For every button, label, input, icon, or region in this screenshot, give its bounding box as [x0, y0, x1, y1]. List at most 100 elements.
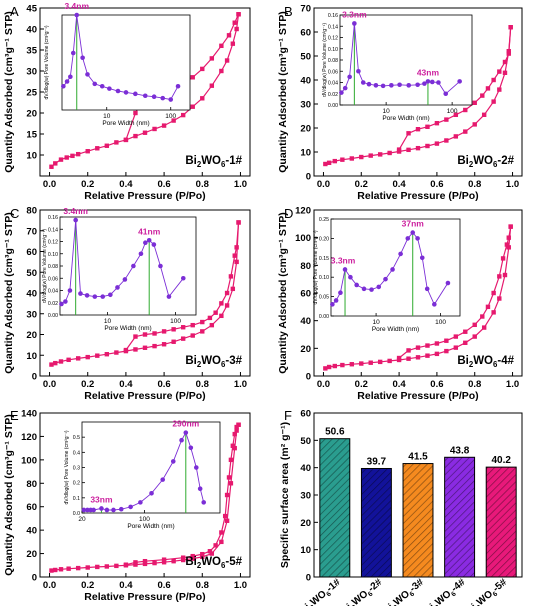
- inset-point: [342, 85, 348, 91]
- desorption-point: [232, 431, 237, 437]
- bar-value-label: 40.2: [491, 455, 511, 466]
- desorption-point: [142, 558, 148, 564]
- y-tick-label: 40: [26, 25, 37, 36]
- formula-mid: WO: [433, 588, 453, 606]
- inset-point: [376, 284, 382, 290]
- x-tick-label: 0.8: [468, 379, 481, 390]
- adsorption-point: [66, 357, 71, 363]
- adsorption-point: [171, 339, 176, 344]
- inset-point: [104, 507, 110, 513]
- inset-point: [366, 81, 372, 87]
- inset-point: [356, 68, 361, 74]
- y-tick-label: 70: [26, 226, 37, 237]
- panel-letter-A: A: [10, 4, 19, 19]
- adsorption-point: [49, 164, 54, 169]
- y-tick-label: 10: [300, 545, 311, 556]
- adsorption-point: [368, 153, 373, 158]
- desorption-point: [232, 20, 237, 25]
- desorption-point: [234, 424, 239, 430]
- y-tick-label: 40: [26, 526, 37, 537]
- x-tick-label: 1.0: [506, 179, 519, 190]
- desorption-point: [190, 553, 195, 559]
- inset-point: [432, 302, 437, 307]
- x-tick-label: 0.4: [392, 379, 406, 390]
- inset-y-tick-label: 0.16: [328, 13, 338, 19]
- formula-s2: 6: [492, 590, 500, 598]
- adsorption-point: [368, 360, 373, 365]
- x-tick-label: 0.2: [355, 379, 368, 390]
- desorption-point: [453, 112, 459, 117]
- adsorption-point: [152, 343, 157, 349]
- adsorption-point: [463, 340, 468, 345]
- desorption-point: [444, 117, 449, 122]
- formula-s2: 6: [367, 590, 375, 598]
- y-tick-label: 30: [300, 100, 311, 111]
- adsorption-point: [453, 345, 459, 350]
- x-tick-label: 1.0: [234, 379, 247, 390]
- inset-x-tick-label: 20: [78, 516, 86, 523]
- inset-point: [68, 74, 73, 80]
- inset-point: [405, 236, 411, 241]
- bar-category-label: Bi2WO6-4#: [423, 577, 469, 606]
- inset-point: [397, 82, 402, 88]
- inset-point: [360, 80, 366, 85]
- y-tick-label: 15: [26, 130, 37, 141]
- y-axis-label: Specific surface area (m² g⁻¹): [279, 422, 291, 568]
- formula-s1: 2: [197, 360, 202, 369]
- formula-suffix: -1#: [225, 155, 242, 167]
- desorption-point: [200, 551, 205, 557]
- inset-y-label: dV/dlog(w) Pore Volume (cm³g⁻¹): [64, 430, 70, 504]
- desorption-point: [500, 256, 506, 261]
- inset-y-tick-label: 0.15: [319, 256, 329, 262]
- formula-mid: WO: [201, 155, 221, 167]
- adsorption-point: [209, 83, 215, 88]
- inset-point: [133, 91, 138, 97]
- y-tick-label: 60: [300, 409, 311, 420]
- adsorption-point: [53, 360, 58, 366]
- adsorption-point: [142, 130, 148, 135]
- desorption-point: [228, 457, 234, 463]
- adsorption-point: [425, 353, 430, 358]
- peak-label: 37nm: [402, 219, 425, 229]
- x-tick-label: 1.0: [506, 379, 519, 390]
- inset-y-tick-label: 0.02: [48, 301, 58, 307]
- sample-label: Bi2WO6-5#: [185, 556, 242, 570]
- inset-y-tick-label: 0.5: [73, 435, 80, 441]
- inset-point: [457, 79, 462, 84]
- inset-point: [131, 263, 136, 269]
- inset-point: [59, 301, 64, 307]
- y-tick-label: 60: [26, 247, 37, 258]
- x-tick-label: 0.8: [196, 179, 209, 190]
- adsorption-point: [219, 68, 224, 74]
- adsorption-point: [502, 272, 508, 278]
- bar-value-label: 43.8: [450, 445, 470, 456]
- adsorption-point: [53, 161, 58, 166]
- formula-s1: 2: [469, 160, 474, 169]
- x-axis-label: Relative Pressure (P/Po): [84, 591, 205, 603]
- adsorption-point: [180, 336, 186, 341]
- adsorption-point: [190, 556, 195, 561]
- adsorption-point: [387, 358, 392, 364]
- x-tick-label: 0.4: [119, 179, 133, 190]
- inset-y-tick-label: 0.02: [328, 92, 338, 98]
- inset-point: [389, 83, 394, 88]
- inset-point: [81, 507, 87, 513]
- formula-mid: WO: [201, 556, 221, 568]
- x-tick-label: 0.0: [317, 179, 330, 190]
- inset-point: [429, 79, 435, 85]
- adsorption-point: [161, 123, 167, 128]
- peak-label: 3.3nm: [342, 9, 367, 19]
- desorption-point: [425, 343, 430, 348]
- adsorption-point: [224, 58, 230, 63]
- panel-letter-B: B: [284, 4, 293, 19]
- adsorption-point: [75, 565, 81, 571]
- y-tick-label: 10: [26, 351, 37, 362]
- inset-y-tick-label: 0.04: [328, 81, 338, 87]
- inset-y-tick-label: 0.10: [319, 275, 329, 281]
- adsorption-point: [133, 347, 138, 352]
- adsorption-point: [58, 359, 64, 364]
- adsorption-point: [234, 428, 239, 433]
- desorption-point: [180, 325, 186, 330]
- inset-x-tick-label: 100: [165, 113, 176, 120]
